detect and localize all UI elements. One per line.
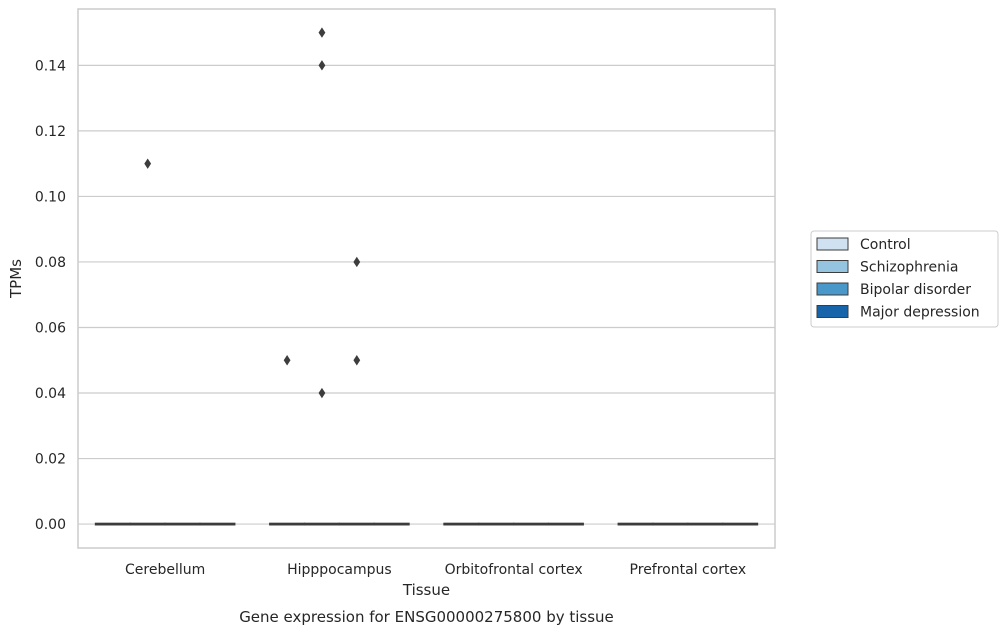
y-tick-label: 0.06 (35, 320, 66, 336)
legend-swatch (816, 305, 849, 318)
x-tick-label: Hipppocampus (287, 562, 392, 578)
outlier-point (144, 158, 152, 169)
chart-caption: Gene expression for ENSG00000275800 by t… (239, 608, 614, 626)
legend-label: Control (860, 237, 911, 253)
y-tick-label: 0.14 (35, 58, 66, 74)
grid-lines (78, 64, 775, 525)
outlier-point (283, 355, 291, 366)
legend-label: Schizophrenia (860, 260, 958, 276)
y-tick-label: 0.04 (35, 386, 66, 402)
boxes (94, 522, 759, 526)
legend-label: Major depression (860, 305, 980, 321)
legend-frame (810, 230, 999, 328)
plot-frame (77, 8, 776, 549)
y-tick-label: 0.10 (35, 189, 66, 205)
outlier-point (318, 60, 326, 71)
x-tick-label: Prefrontal cortex (630, 562, 747, 578)
y-tick-label: 0.00 (35, 517, 66, 533)
legend-swatch (816, 260, 849, 273)
legend-label: Bipolar disorder (860, 282, 971, 298)
legend: Control Schizophrenia Bipolar disorder Majo… (810, 230, 999, 328)
outlier-point (353, 256, 361, 268)
outlier-point (318, 387, 326, 399)
legend-swatch (816, 237, 849, 251)
y-tick-labels: 0.00 0.02 0.04 0.06 0.08 0.10 0.12 0.14 (35, 58, 66, 533)
outlier-point (353, 355, 361, 366)
x-axis-label: Tissue (402, 581, 450, 599)
x-tick-label: Cerebellum (125, 562, 205, 578)
outliers (144, 27, 361, 399)
y-axis-label: TPMs (7, 259, 25, 299)
y-tick-label: 0.12 (35, 124, 66, 140)
x-tick-label: Orbitofrontal cortex (445, 562, 583, 578)
y-tick-label: 0.02 (35, 452, 66, 468)
legend-swatch (816, 282, 849, 296)
x-tick-labels: Cerebellum Hipppocampus Orbitofrontal cort… (125, 562, 746, 578)
outlier-point (318, 27, 326, 38)
y-tick-label: 0.08 (35, 255, 66, 271)
